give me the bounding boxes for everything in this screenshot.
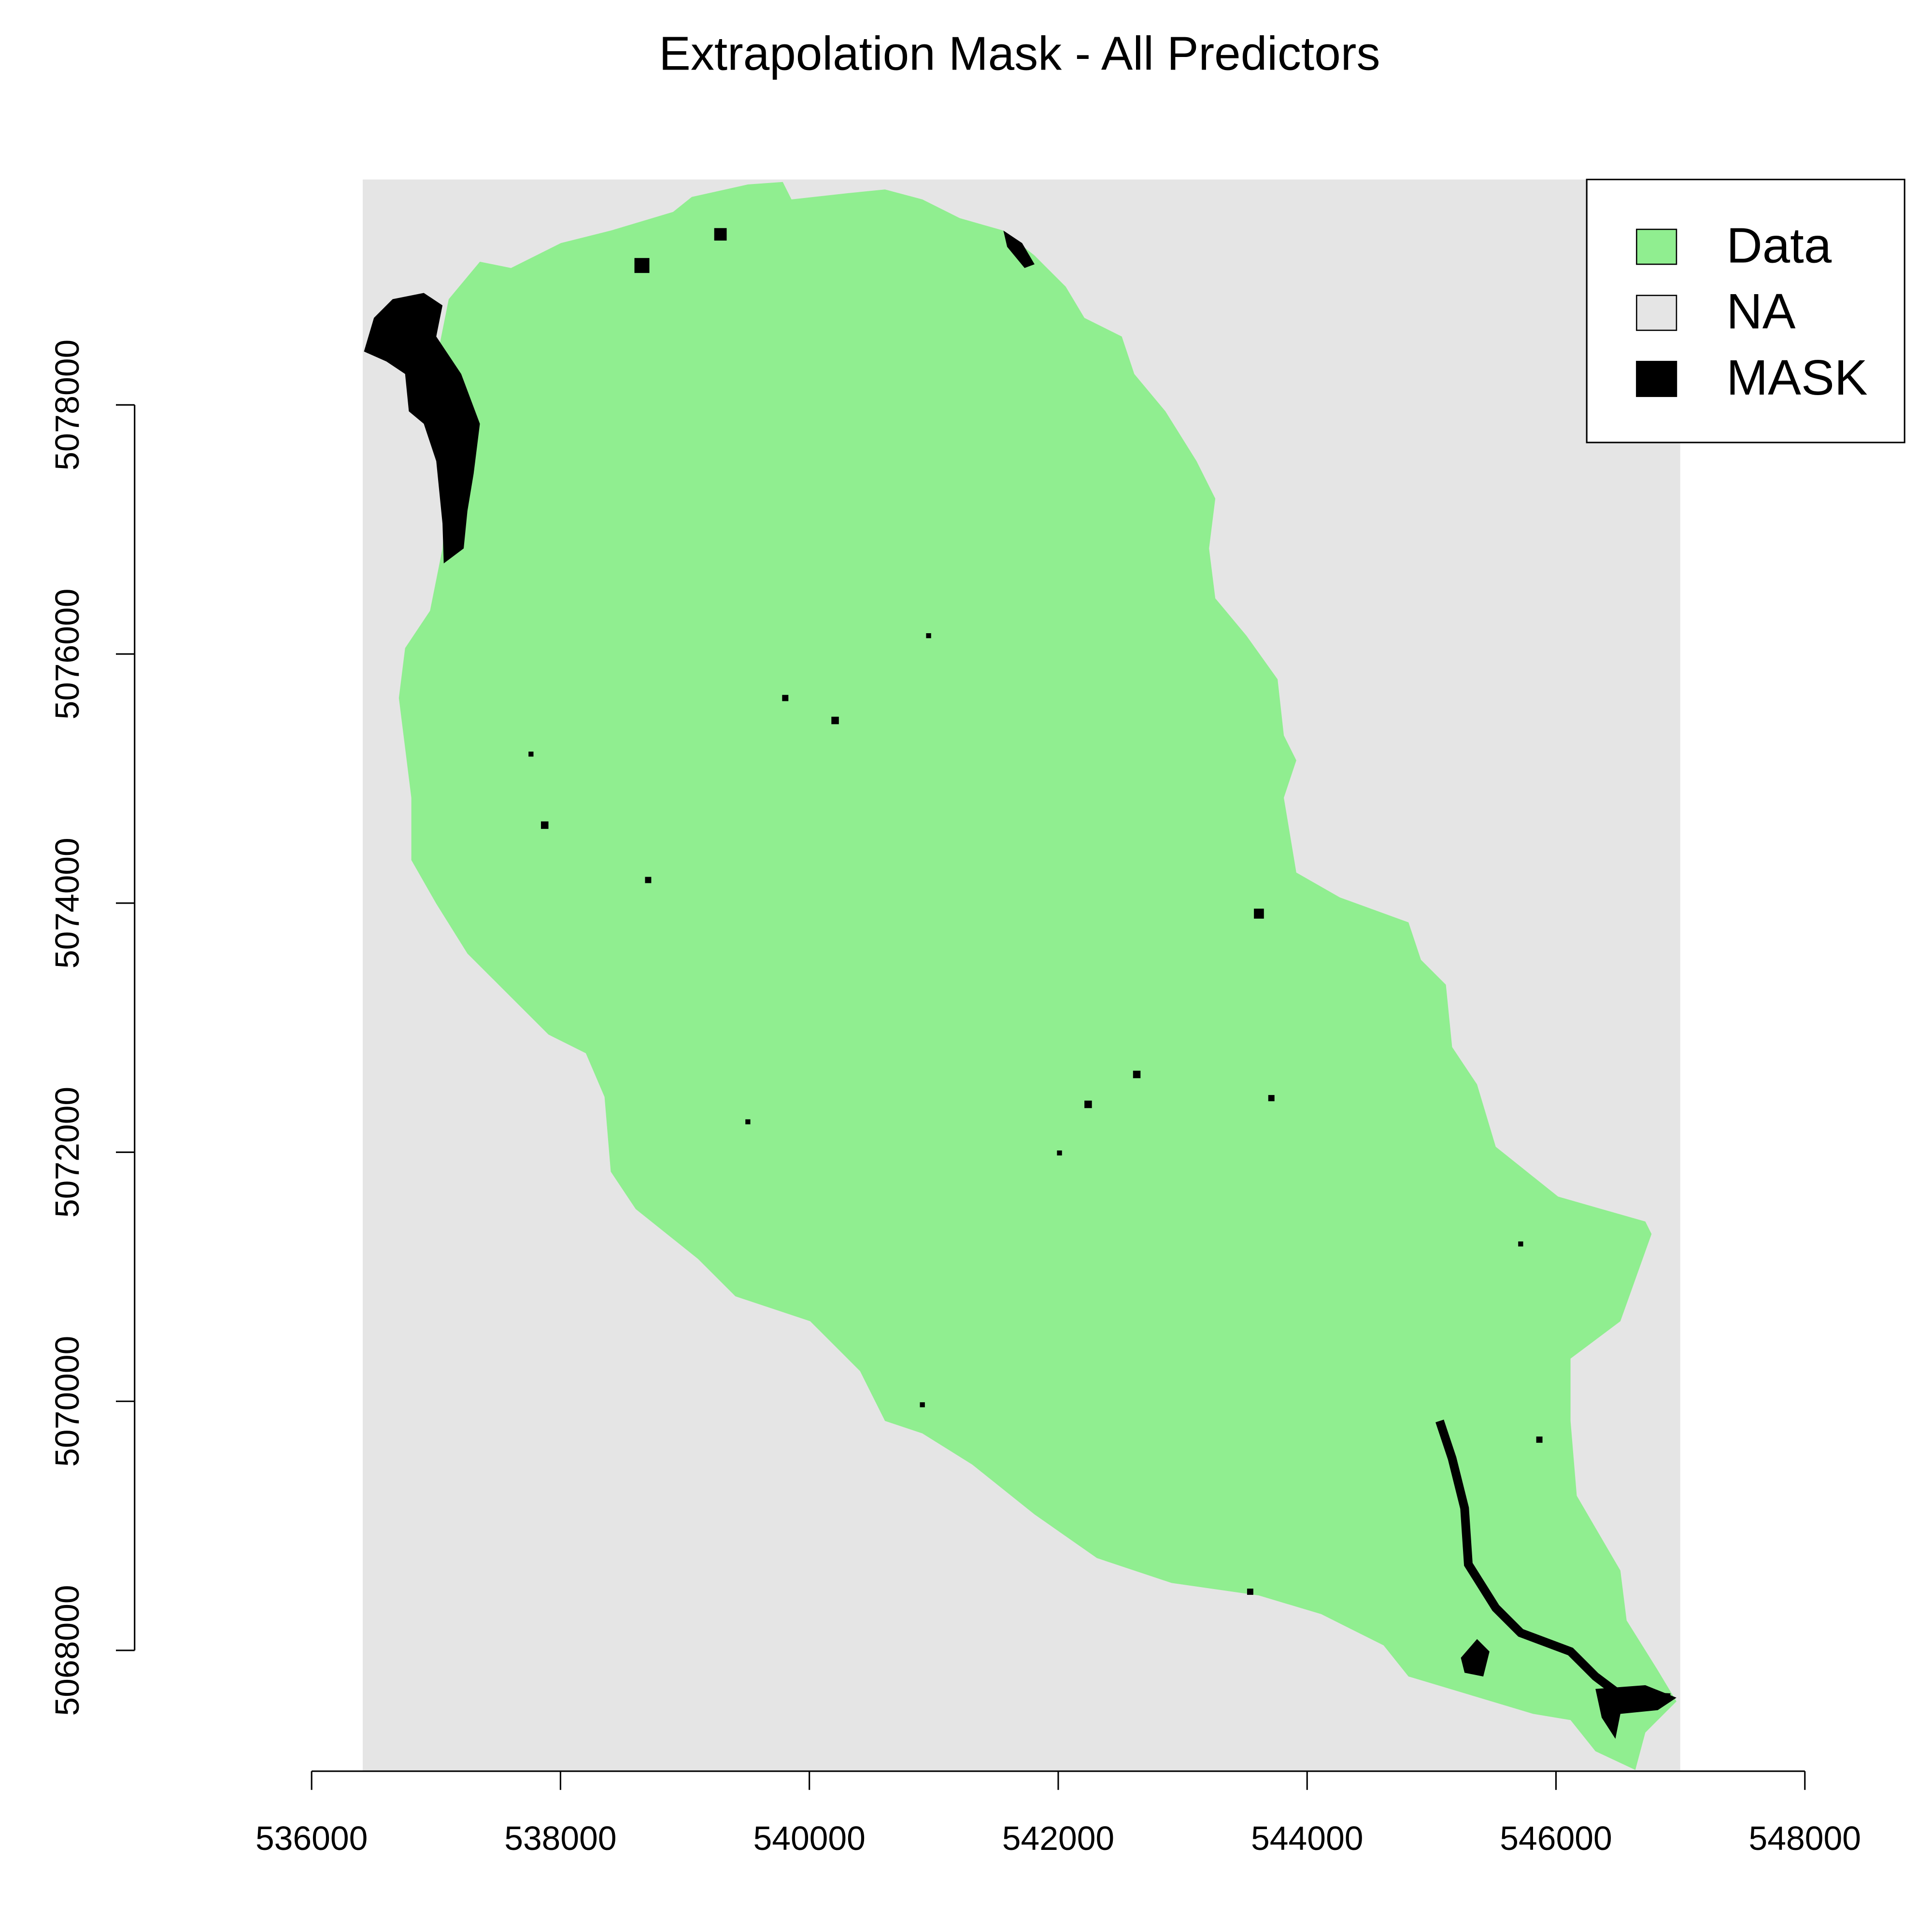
x-tick-label: 538000 [504,1819,616,1857]
mask-cell [745,1119,751,1124]
mask-cell [1084,1100,1092,1108]
mask-region [1595,1685,1676,1739]
legend-swatch [1636,361,1677,397]
y-tick-label: 5068000 [48,1585,86,1716]
mask-cell [920,1402,925,1407]
mask-cell [634,258,650,273]
mask-cell [1254,909,1264,919]
legend-label: Data [1726,217,1832,273]
mask-region [1003,230,1035,268]
y-tick-label: 5078000 [48,340,86,470]
x-tick-label: 542000 [1002,1819,1114,1857]
x-tick-label: 544000 [1251,1819,1363,1857]
mask-region [364,293,480,564]
legend-label: NA [1726,284,1796,339]
mask-cell [541,821,549,829]
map-layer [362,179,1680,1772]
legend-swatch [1636,295,1677,331]
x-tick-label: 540000 [753,1819,865,1857]
mask-cell [1268,1095,1275,1101]
mask-cell [1518,1241,1523,1247]
mask-cell [926,633,931,639]
y-tick-label: 5072000 [48,1087,86,1218]
mask-region [1461,1639,1490,1676]
mask-cell [645,877,652,883]
x-tick-label: 536000 [256,1819,368,1857]
y-tick-label: 5070000 [48,1336,86,1467]
y-tick-label: 5076000 [48,588,86,719]
mask-cell [1133,1070,1141,1079]
mask-cell [1057,1150,1062,1156]
mask-cell [714,228,727,241]
mask-cell [831,716,839,724]
mask-cell [1536,1436,1543,1443]
x-tick-label: 548000 [1749,1819,1861,1857]
legend-swatch [1636,228,1677,265]
chart-title: Extrapolation Mask - All Predictors [659,27,1380,80]
mask-cell [528,752,534,757]
y-tick-label: 5074000 [48,838,86,968]
data-region [398,182,1676,1770]
mask-river [1435,1420,1671,1702]
legend-label: MASK [1726,350,1868,405]
mask-cell [1247,1589,1253,1595]
x-tick-label: 546000 [1500,1819,1612,1857]
axes: 536000 538000 540000 542000 544000 546000 5480… [48,340,1861,1857]
mask-cell [782,695,789,701]
legend: Data NA MASK [1586,179,1905,443]
